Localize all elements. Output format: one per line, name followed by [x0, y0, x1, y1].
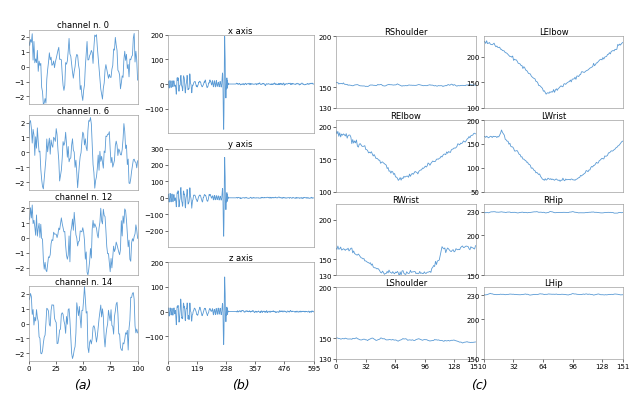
Title: RWrist: RWrist [392, 195, 419, 204]
Title: RHip: RHip [543, 195, 564, 204]
Text: (b): (b) [232, 378, 250, 391]
Text: (a): (a) [74, 378, 92, 391]
Text: (c): (c) [472, 378, 488, 391]
Title: channel n. 14: channel n. 14 [54, 277, 112, 287]
Title: LShoulder: LShoulder [385, 278, 427, 288]
Title: LWrist: LWrist [541, 111, 566, 121]
Title: RElbow: RElbow [390, 111, 421, 121]
Title: channel n. 0: channel n. 0 [57, 21, 109, 30]
Title: z axis: z axis [228, 253, 253, 263]
Title: LHip: LHip [544, 278, 563, 288]
Title: LElbow: LElbow [539, 28, 568, 37]
Title: RShoulder: RShoulder [384, 28, 428, 37]
Title: channel n. 6: channel n. 6 [57, 107, 109, 116]
Title: y axis: y axis [228, 140, 253, 149]
Title: x axis: x axis [228, 26, 253, 36]
Title: channel n. 12: channel n. 12 [54, 192, 112, 201]
